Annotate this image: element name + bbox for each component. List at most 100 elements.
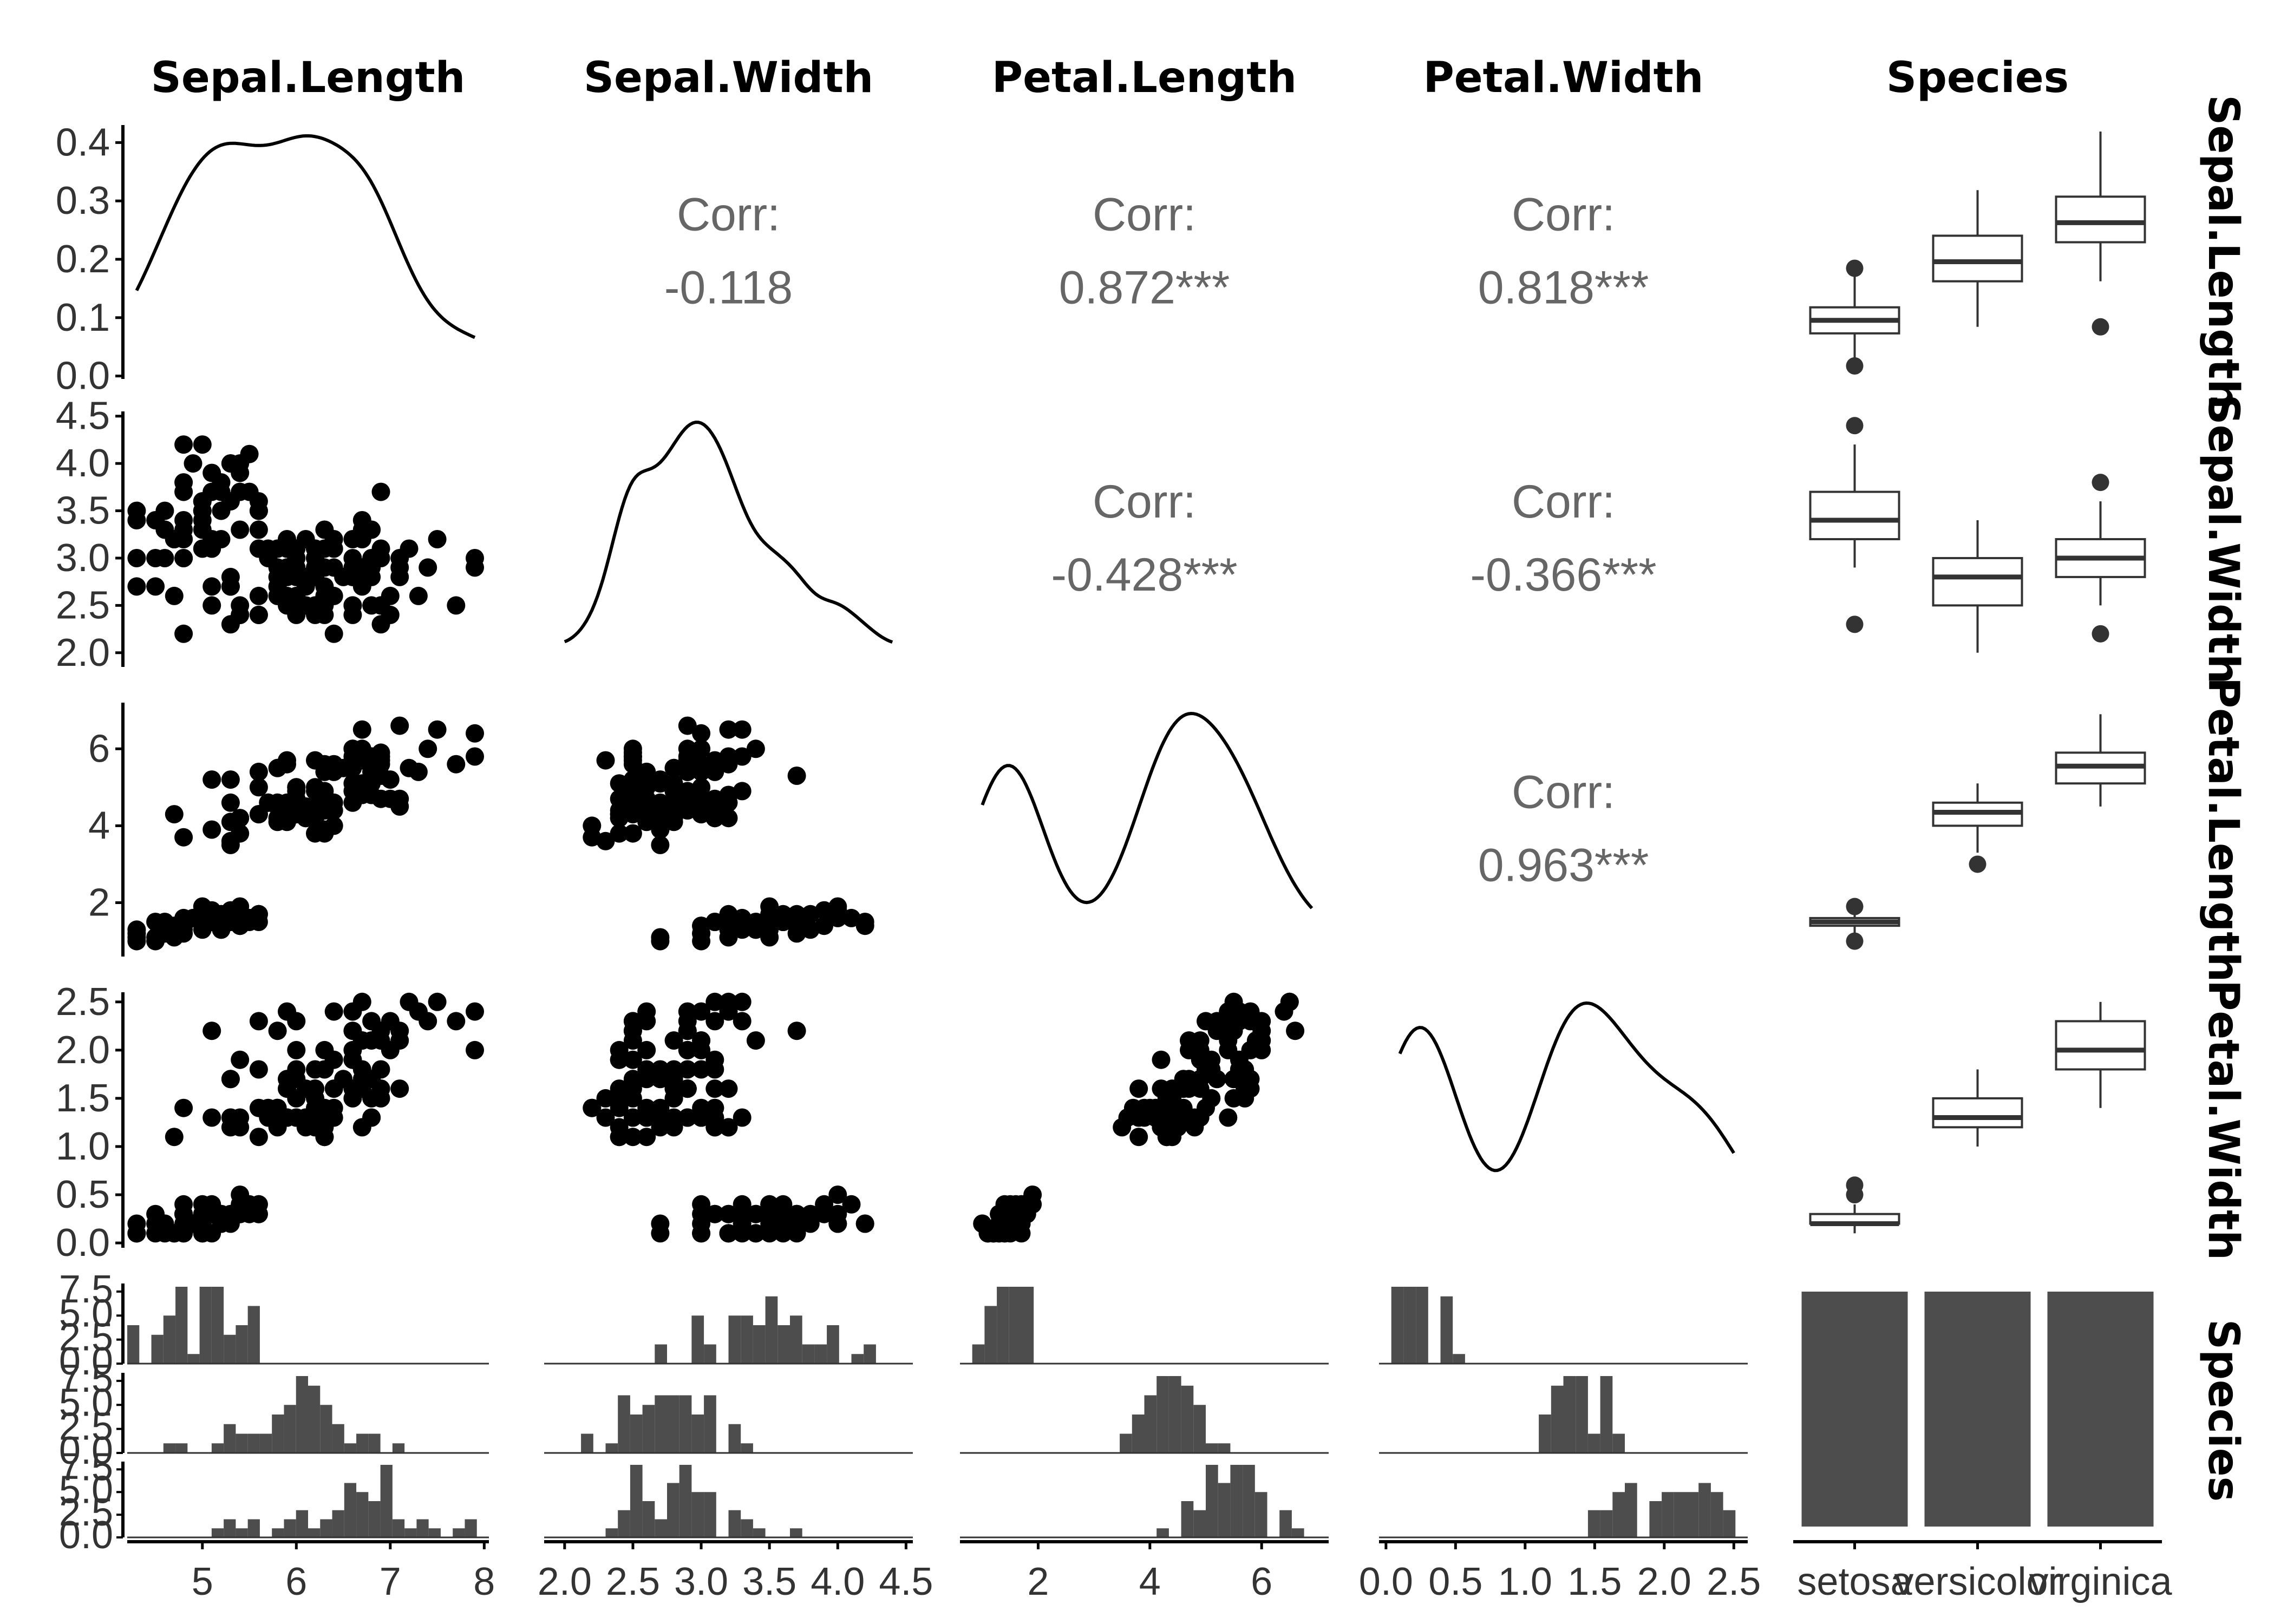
histogram-bar — [691, 1315, 704, 1364]
scatter-point — [278, 596, 296, 615]
scatter-point — [1236, 1079, 1254, 1098]
histogram-bar — [1600, 1510, 1613, 1537]
scatter-point — [692, 789, 711, 808]
box-outlier — [1969, 855, 1987, 873]
scatter-point — [596, 1108, 615, 1127]
scatter-point — [855, 913, 874, 931]
histogram-bar — [1291, 1528, 1304, 1537]
scatter-point — [583, 816, 602, 835]
scatter-point — [193, 1214, 212, 1233]
scatter-point — [428, 992, 447, 1011]
y-tick-label: 2.0 — [56, 1029, 110, 1072]
strip-label-top: Petal.Length — [992, 54, 1297, 102]
scatter-point — [127, 1224, 146, 1243]
histogram-bar — [1576, 1376, 1588, 1453]
histogram-bar — [1710, 1492, 1723, 1537]
strip-label-right: Sepal.Length — [2199, 95, 2247, 409]
histogram-bar — [741, 1519, 753, 1537]
y-tick-label: 0.0 — [59, 1429, 113, 1472]
y-tick-label: 0.4 — [56, 121, 110, 164]
scatter-point — [419, 1012, 437, 1031]
scatter-point — [705, 755, 724, 774]
scatter-point — [719, 1204, 738, 1223]
y-tick-label: 7.5 — [59, 1445, 113, 1489]
box-outlier — [1846, 357, 1864, 375]
scatter-point — [249, 1098, 268, 1117]
x-tick-label: 2.0 — [538, 1560, 592, 1603]
y-tick-label: 1.0 — [56, 1125, 110, 1168]
scatter-point — [705, 1050, 724, 1069]
scatter-point — [466, 1002, 484, 1021]
histogram-bar — [284, 1519, 296, 1537]
x-tick-label: 2.5 — [1707, 1560, 1761, 1603]
scatter-point — [733, 720, 752, 739]
scatter-point — [315, 1128, 334, 1147]
scatter-point — [146, 549, 165, 567]
histogram-bar — [368, 1501, 381, 1537]
histogram-bar — [679, 1395, 692, 1453]
scatter-point — [746, 1224, 765, 1243]
scatter-point — [268, 558, 287, 577]
histogram-bar — [1132, 1415, 1145, 1453]
scatter-point — [352, 720, 371, 739]
corr-value: -0.118 — [664, 262, 793, 314]
scatter-point — [815, 1195, 834, 1214]
scatter-point — [352, 751, 371, 770]
scatter-point — [249, 520, 268, 539]
scatter-point — [719, 1224, 738, 1243]
y-tick-label: 0.3 — [56, 179, 110, 222]
histogram-bar — [224, 1424, 236, 1453]
scatter-point — [268, 813, 287, 831]
histogram-bar — [667, 1395, 679, 1453]
y-tick-label: 0.0 — [59, 1514, 113, 1557]
x-tick-label: 6 — [1251, 1560, 1272, 1603]
histogram-bar — [972, 1344, 985, 1364]
scatter-point — [637, 1040, 656, 1059]
scatter-point — [1280, 992, 1299, 1011]
scatter-point — [221, 835, 240, 854]
scatter-point — [1023, 1186, 1042, 1204]
corr-value: -0.428*** — [1051, 549, 1237, 601]
scatter-point — [146, 577, 165, 596]
panel-grid: Corr: -0.118 Corr: 0.872*** Corr: 0.818*** Cor… — [127, 132, 2154, 1538]
histogram-bar — [691, 1492, 704, 1537]
scatter-point — [165, 1224, 184, 1243]
scatter-point — [409, 586, 428, 605]
scatter-point — [623, 1050, 642, 1069]
scatter-point — [231, 605, 250, 624]
scatter-point — [352, 1118, 371, 1137]
species-bar — [1924, 1292, 2031, 1527]
scatter-point — [334, 1070, 353, 1089]
histogram-bar — [1563, 1376, 1576, 1453]
scatter-point — [1191, 1040, 1210, 1059]
strip-label-top: Petal.Width — [1423, 54, 1704, 102]
histogram-bar — [236, 1528, 248, 1537]
axes: 0.00.10.20.30.42.02.53.03.54.04.52460.00… — [56, 121, 2173, 1603]
scatter-point — [651, 932, 670, 951]
scatter-point — [692, 1224, 711, 1243]
scatter-point — [127, 549, 146, 567]
histogram-bar — [1674, 1492, 1687, 1537]
histogram-bar — [667, 1483, 679, 1537]
histogram-bar — [344, 1443, 357, 1453]
scatter-point — [623, 797, 642, 816]
scatter-point — [287, 1040, 306, 1059]
y-tick-label: 0.0 — [56, 1221, 110, 1265]
histogram-bar — [765, 1296, 778, 1364]
scatter-point — [221, 770, 240, 789]
scatter-point — [165, 530, 184, 548]
histogram-bar — [704, 1395, 716, 1453]
histogram-bar — [1279, 1510, 1292, 1537]
scatter-point — [400, 758, 419, 777]
scatter-point — [664, 1108, 683, 1127]
scatter-point — [692, 924, 711, 943]
scatter-point — [249, 913, 268, 931]
scatter-point — [343, 596, 362, 615]
scatter-point — [678, 1079, 697, 1098]
scatter-point — [583, 1098, 602, 1117]
scatter-point — [664, 1089, 683, 1108]
histogram-bar — [175, 1443, 188, 1453]
histogram-bar — [272, 1528, 284, 1537]
scatter-point — [287, 778, 306, 797]
histogram-bar — [1551, 1385, 1564, 1453]
